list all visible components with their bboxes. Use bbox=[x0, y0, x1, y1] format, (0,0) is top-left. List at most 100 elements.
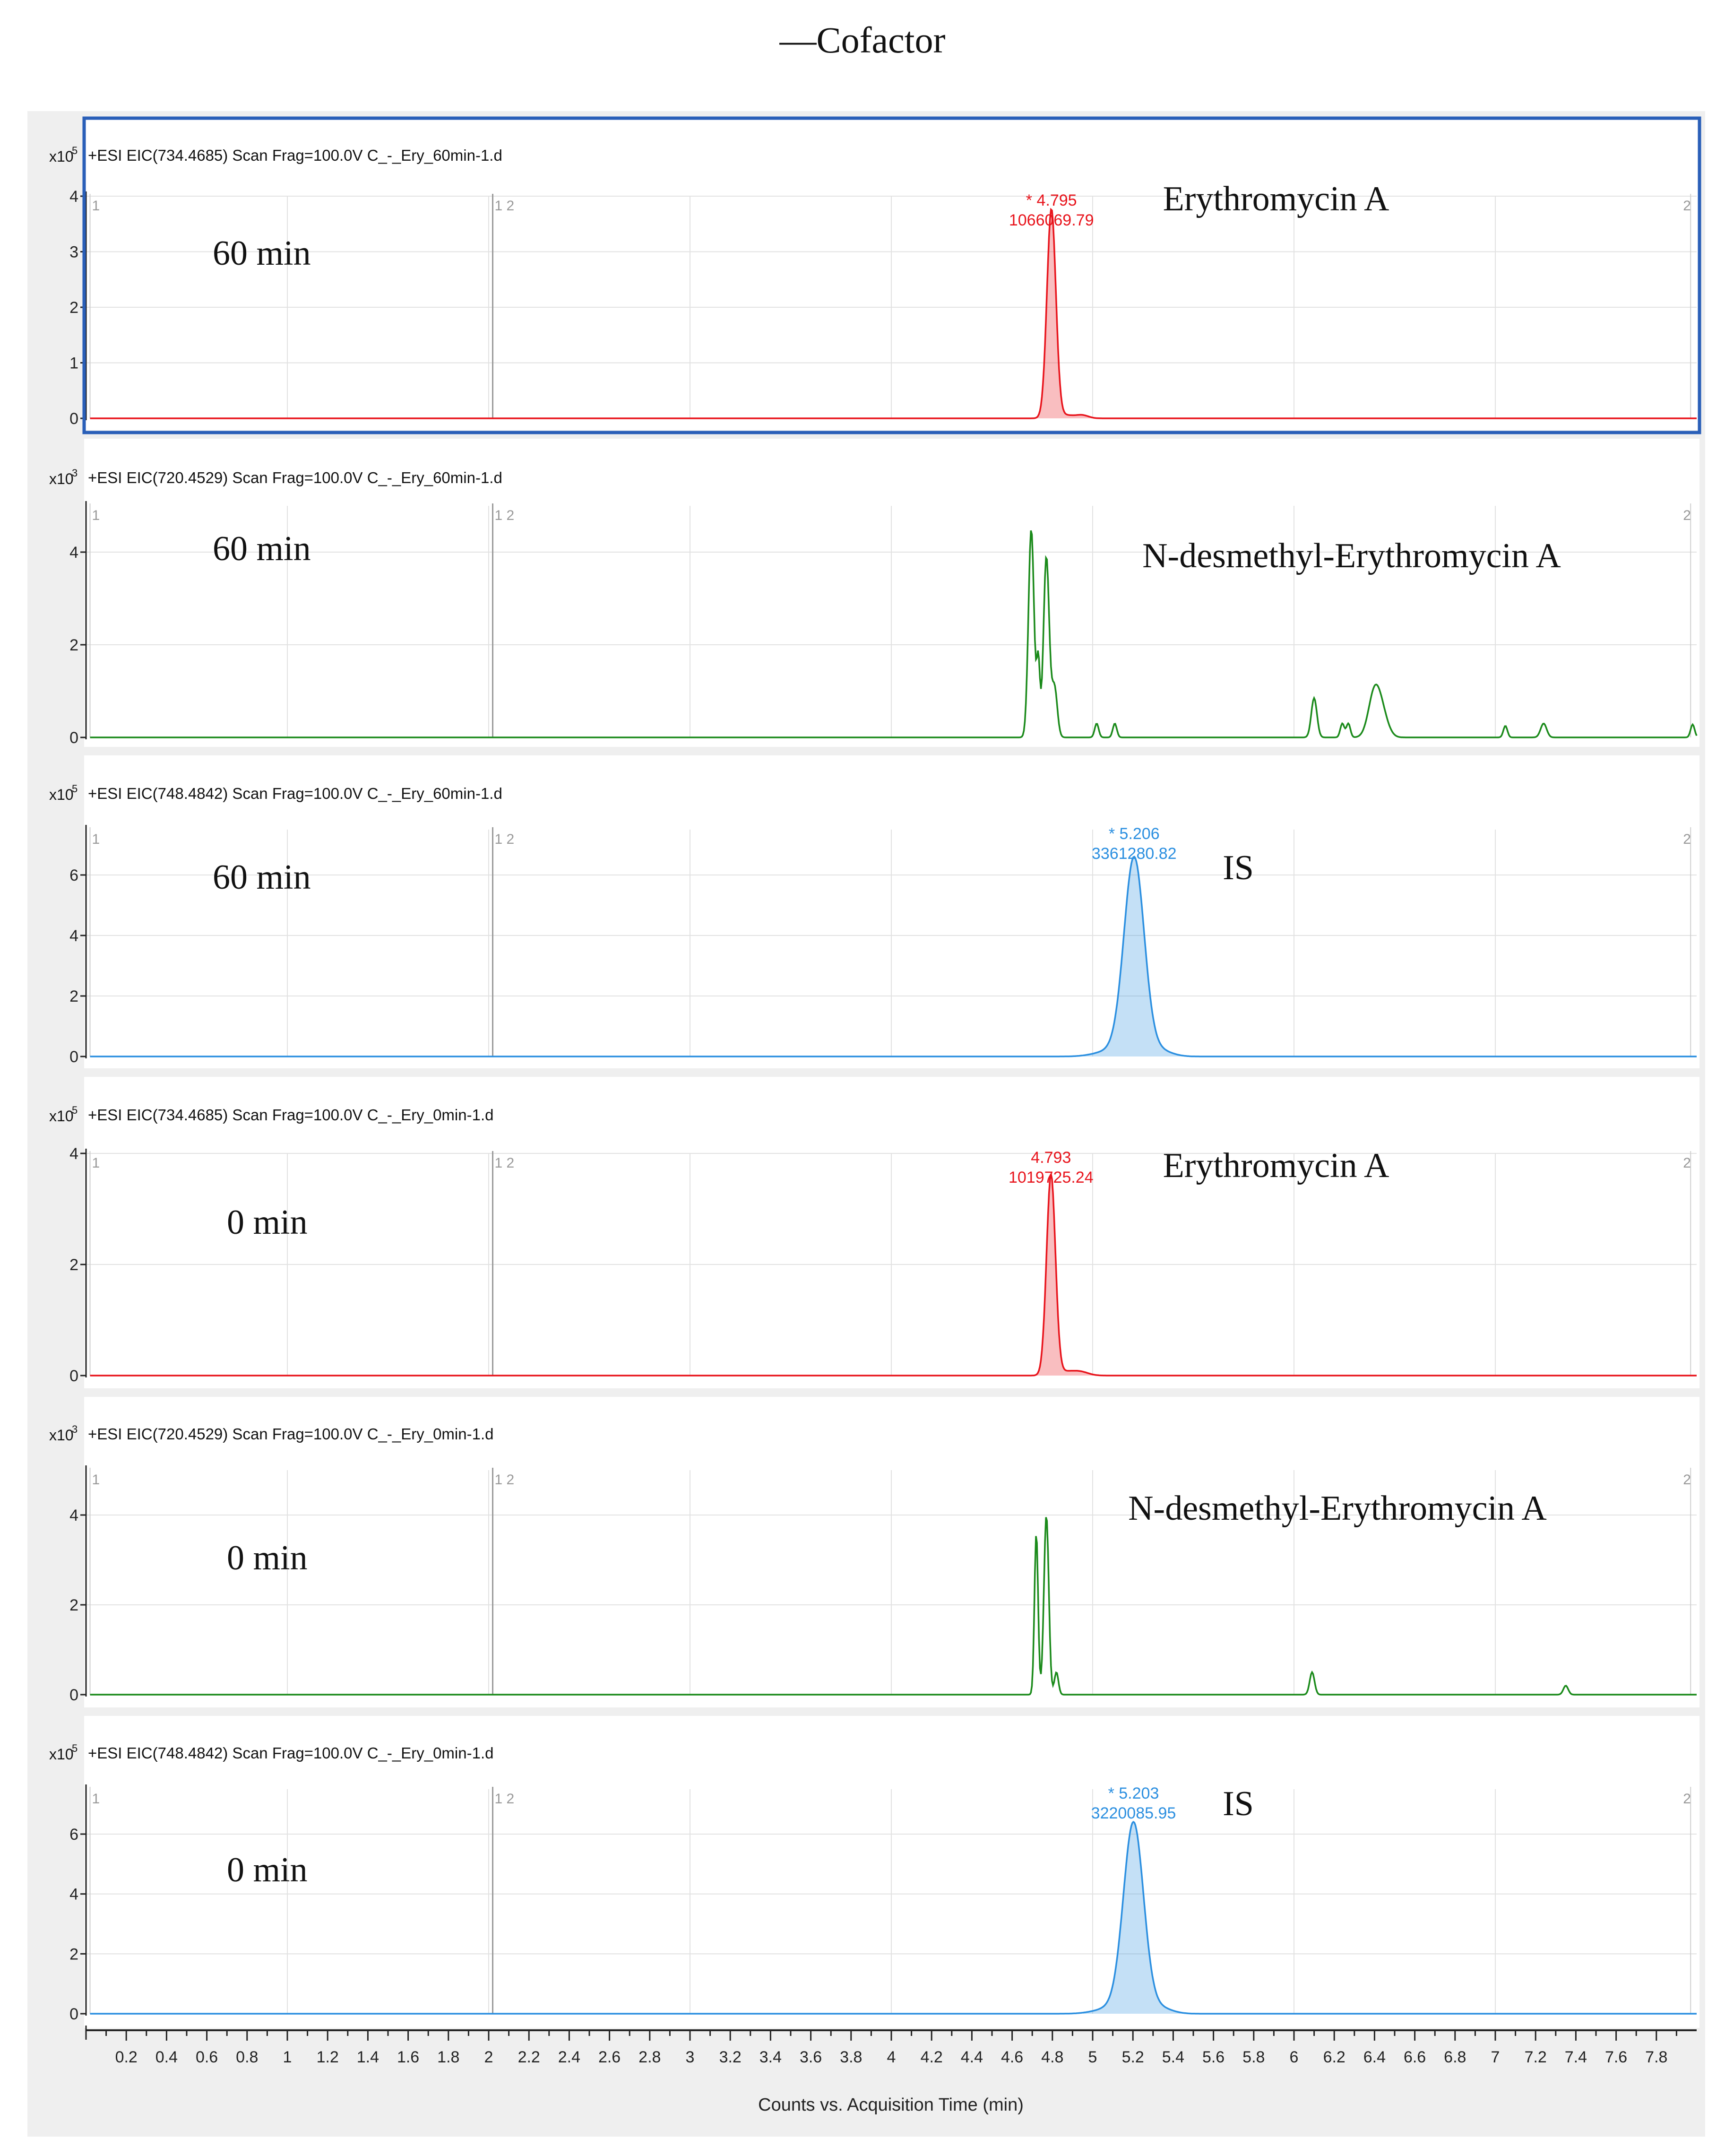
y-tick-label: 2 bbox=[69, 987, 78, 1005]
x-tick-label: 0.8 bbox=[236, 2048, 258, 2066]
x-tick-label: 4.4 bbox=[961, 2048, 983, 2066]
y-tick-label: 2 bbox=[69, 1945, 78, 1963]
gridlines bbox=[86, 196, 1697, 418]
peak-area-value: 3220085.95 bbox=[1091, 1804, 1176, 1822]
trace-header: +ESI EIC(734.4685) Scan Frag=100.0V C_-_… bbox=[88, 1106, 493, 1124]
x-tick-label: 3 bbox=[686, 2048, 695, 2066]
y-tick-label: 0 bbox=[69, 1048, 78, 1066]
peak-area-fill bbox=[1023, 1174, 1119, 1376]
x-axis-label: Counts vs. Acquisition Time (min) bbox=[758, 2095, 1024, 2115]
trace-line bbox=[90, 1820, 1697, 2015]
trace-header: +ESI EIC(734.4685) Scan Frag=100.0V C_-_… bbox=[88, 147, 502, 164]
x-tick-label: 2.8 bbox=[638, 2048, 661, 2066]
segment-marker-label: 1 bbox=[92, 1155, 100, 1171]
selected-panel-frame bbox=[82, 116, 1701, 434]
y-tick-label: 4 bbox=[69, 1145, 78, 1163]
gridlines bbox=[86, 830, 1697, 1056]
x-tick-label: 0.4 bbox=[155, 2048, 178, 2066]
y-multiplier: x10 bbox=[49, 148, 74, 165]
figure-title: —Cofactor bbox=[779, 19, 946, 61]
x-tick-label: 3.8 bbox=[840, 2048, 862, 2066]
x-tick-label: 2.6 bbox=[598, 2048, 621, 2066]
segment-marker-label: 2 bbox=[1683, 1791, 1691, 1807]
segment-marker-label: 1 2 bbox=[495, 1791, 515, 1807]
compound-label: N-desmethyl-Erythromycin A bbox=[1142, 537, 1561, 575]
x-tick-label: 7.2 bbox=[1525, 2048, 1547, 2066]
x-tick-label: 6.8 bbox=[1444, 2048, 1466, 2066]
x-tick-label: 1.4 bbox=[357, 2048, 379, 2066]
y-multiplier: x10 bbox=[49, 786, 74, 803]
segment-marker-label: 1 2 bbox=[495, 831, 515, 847]
gridlines bbox=[86, 506, 1697, 737]
gridlines bbox=[86, 1789, 1697, 2014]
segment-marker-label: 2 bbox=[1683, 198, 1691, 214]
segment-marker-label: 1 2 bbox=[495, 1155, 515, 1171]
x-tick-label: 1.8 bbox=[437, 2048, 459, 2066]
peak-retention-time: * 4.795 bbox=[1026, 191, 1077, 209]
incubation-time-label: 0 min bbox=[227, 1851, 308, 1889]
y-tick-label: 4 bbox=[69, 1507, 78, 1524]
y-multiplier: x10 bbox=[49, 1427, 74, 1444]
y-tick-label: 0 bbox=[69, 2005, 78, 2023]
trace-line bbox=[90, 530, 1698, 738]
y-multiplier-exponent: 5 bbox=[72, 783, 78, 795]
peak-area-value: 1019725.24 bbox=[1009, 1169, 1094, 1186]
segment-marker-label: 1 bbox=[92, 1791, 100, 1807]
y-tick-label: 2 bbox=[69, 1596, 78, 1614]
trace-header: +ESI EIC(748.4842) Scan Frag=100.0V C_-_… bbox=[88, 785, 502, 802]
x-tick-label: 5 bbox=[1088, 2048, 1097, 2066]
y-tick-label: 2 bbox=[69, 1256, 78, 1274]
x-tick-label: 7.6 bbox=[1605, 2048, 1627, 2066]
x-tick-label: 4 bbox=[887, 2048, 896, 2066]
gridlines bbox=[86, 1153, 1697, 1376]
y-multiplier: x10 bbox=[49, 1746, 74, 1763]
y-tick-label: 2 bbox=[69, 636, 78, 654]
trace-line bbox=[90, 856, 1697, 1057]
x-tick-label: 6 bbox=[1290, 2048, 1299, 2066]
y-tick-label: 0 bbox=[69, 729, 78, 747]
peak-area-value: 1066069.79 bbox=[1009, 211, 1094, 229]
x-tick-label: 3.2 bbox=[719, 2048, 742, 2066]
incubation-time-label: 0 min bbox=[227, 1539, 308, 1577]
x-tick-label: 2.2 bbox=[518, 2048, 540, 2066]
segment-marker-label: 1 bbox=[92, 508, 100, 523]
compound-label: Erythromycin A bbox=[1163, 1146, 1389, 1185]
segment-marker-label: 1 bbox=[92, 831, 100, 847]
x-tick-label: 5.4 bbox=[1162, 2048, 1184, 2066]
y-tick-label: 0 bbox=[69, 1367, 78, 1385]
peak-retention-time: * 5.203 bbox=[1108, 1784, 1159, 1802]
segment-marker-label: 2 bbox=[1683, 508, 1691, 523]
y-tick-label: 0 bbox=[69, 410, 78, 428]
y-tick-label: 4 bbox=[69, 1886, 78, 1904]
segment-marker-label: 1 bbox=[92, 198, 100, 214]
x-tick-label: 3.4 bbox=[759, 2048, 782, 2066]
peak-retention-time: * 5.206 bbox=[1109, 825, 1160, 843]
incubation-time-label: 0 min bbox=[227, 1203, 308, 1242]
trace-line bbox=[90, 208, 1697, 419]
peak-retention-time: 4.793 bbox=[1031, 1149, 1071, 1167]
y-tick-label: 6 bbox=[69, 866, 78, 884]
segment-marker-label: 1 2 bbox=[495, 1472, 515, 1488]
x-tick-label: 7.8 bbox=[1645, 2048, 1667, 2066]
segment-marker-label: 2 bbox=[1683, 1472, 1691, 1488]
peak-area-fill bbox=[1084, 857, 1225, 1056]
x-tick-label: 4.2 bbox=[921, 2048, 943, 2066]
segment-marker-label: 1 2 bbox=[495, 508, 515, 523]
compound-label: Erythromycin A bbox=[1163, 180, 1389, 218]
y-multiplier-exponent: 3 bbox=[72, 1423, 78, 1435]
x-tick-label: 0.2 bbox=[115, 2048, 138, 2066]
x-tick-label: 4.6 bbox=[1001, 2048, 1023, 2066]
compound-label: IS bbox=[1223, 849, 1254, 887]
segment-marker-label: 2 bbox=[1683, 831, 1691, 847]
compound-label: N-desmethyl-Erythromycin A bbox=[1128, 1489, 1547, 1528]
trace-line bbox=[90, 1174, 1697, 1377]
y-tick-label: 3 bbox=[69, 243, 78, 261]
x-tick-label: 4.8 bbox=[1041, 2048, 1063, 2066]
peak-area-fill bbox=[1083, 1822, 1225, 2014]
x-tick-label: 1.6 bbox=[397, 2048, 419, 2066]
